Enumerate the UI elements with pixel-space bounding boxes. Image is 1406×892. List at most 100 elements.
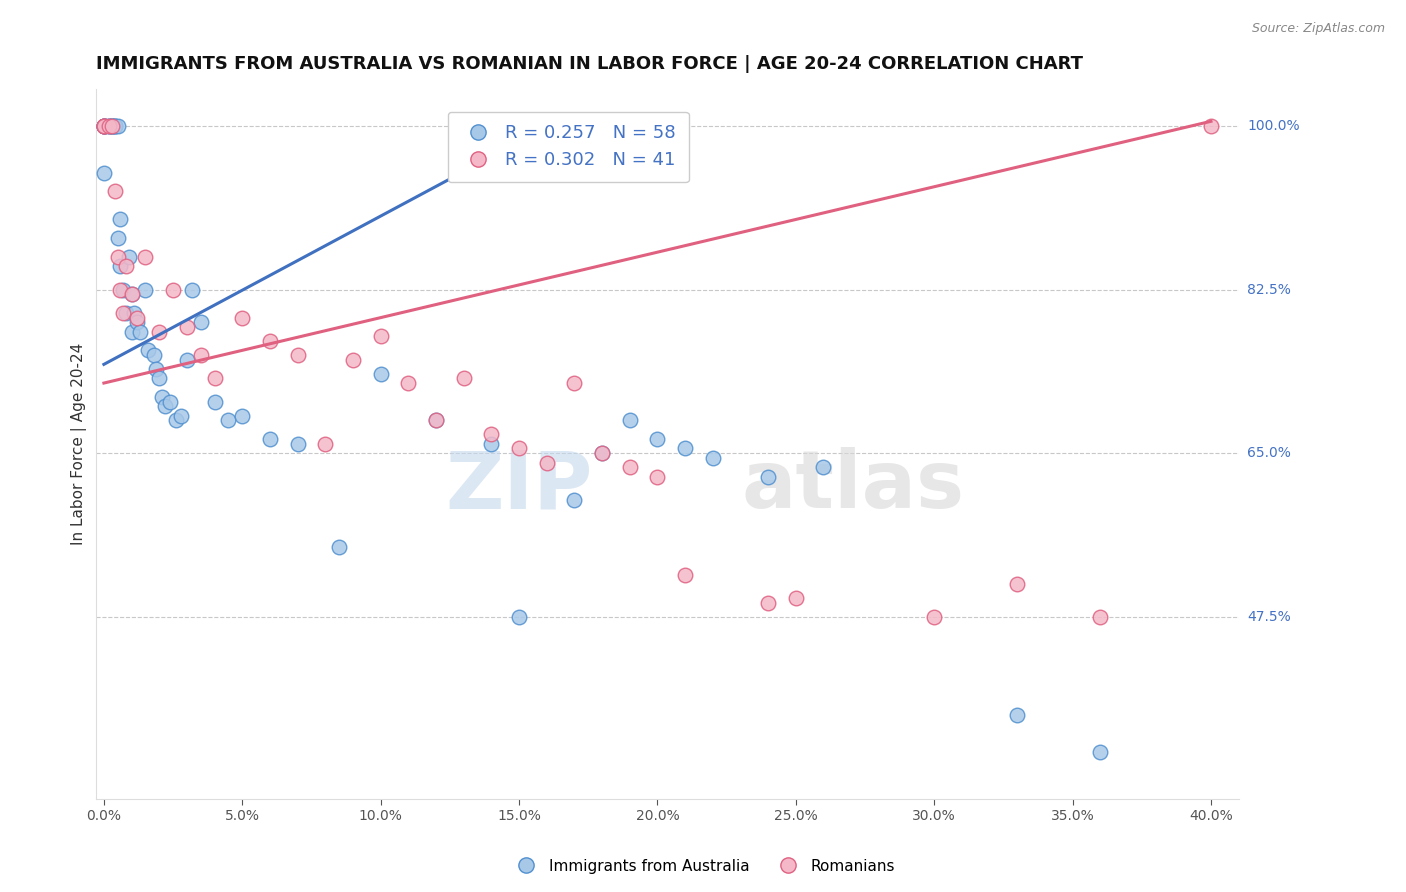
Point: [508, 609, 530, 624]
Point: [231, 409, 253, 423]
Text: 65.0%: 65.0%: [1247, 446, 1291, 460]
Point: [396, 376, 419, 390]
Point: [190, 348, 212, 362]
Point: [453, 371, 475, 385]
Point: [148, 325, 170, 339]
Point: [98, 119, 121, 133]
Point: [619, 460, 641, 475]
Point: [127, 310, 149, 325]
Point: [110, 259, 132, 273]
Point: [647, 469, 669, 483]
Point: [128, 325, 150, 339]
Point: [112, 283, 135, 297]
Point: [1005, 707, 1028, 722]
Point: [756, 469, 779, 483]
Point: [115, 306, 138, 320]
Point: [93, 119, 115, 133]
Point: [93, 119, 115, 133]
Point: [101, 119, 124, 133]
Point: [101, 119, 124, 133]
Point: [127, 315, 149, 329]
Point: [314, 437, 336, 451]
Point: [98, 119, 121, 133]
Text: atlas: atlas: [741, 448, 965, 525]
Text: 100.0%: 100.0%: [1247, 119, 1299, 133]
Point: [93, 119, 115, 133]
Point: [1090, 745, 1112, 759]
Point: [104, 185, 127, 199]
Point: [121, 325, 143, 339]
Point: [479, 427, 502, 442]
Point: [165, 413, 187, 427]
Point: [536, 456, 558, 470]
Point: [110, 283, 132, 297]
Point: [204, 394, 226, 409]
Point: [647, 432, 669, 446]
Point: [118, 250, 141, 264]
Point: [107, 250, 129, 264]
Point: [231, 310, 253, 325]
Point: [121, 287, 143, 301]
Point: [370, 329, 392, 343]
Point: [479, 437, 502, 451]
Point: [1090, 609, 1112, 624]
Legend: Immigrants from Australia, Romanians: Immigrants from Australia, Romanians: [505, 853, 901, 880]
Point: [145, 362, 167, 376]
Point: [425, 413, 447, 427]
Point: [176, 320, 198, 334]
Point: [112, 306, 135, 320]
Point: [101, 119, 124, 133]
Point: [756, 596, 779, 610]
Point: [176, 352, 198, 367]
Point: [259, 334, 281, 348]
Point: [813, 460, 835, 475]
Point: [785, 591, 807, 605]
Point: [564, 492, 586, 507]
Point: [342, 352, 364, 367]
Point: [425, 413, 447, 427]
Point: [259, 432, 281, 446]
Point: [107, 231, 129, 245]
Point: [591, 446, 613, 460]
Point: [142, 348, 165, 362]
Point: [508, 442, 530, 456]
Point: [93, 119, 115, 133]
Point: [162, 283, 184, 297]
Y-axis label: In Labor Force | Age 20-24: In Labor Force | Age 20-24: [72, 343, 87, 545]
Point: [328, 540, 350, 554]
Point: [153, 400, 176, 414]
Point: [103, 119, 125, 133]
Point: [93, 119, 115, 133]
Point: [922, 609, 945, 624]
Point: [93, 119, 115, 133]
Point: [204, 371, 226, 385]
Point: [217, 413, 239, 427]
Point: [150, 390, 173, 404]
Point: [564, 376, 586, 390]
Point: [190, 315, 212, 329]
Point: [370, 367, 392, 381]
Text: 47.5%: 47.5%: [1247, 610, 1291, 624]
Point: [673, 442, 696, 456]
Text: IMMIGRANTS FROM AUSTRALIA VS ROMANIAN IN LABOR FORCE | AGE 20-24 CORRELATION CHA: IMMIGRANTS FROM AUSTRALIA VS ROMANIAN IN…: [96, 55, 1083, 73]
Point: [702, 450, 724, 465]
Point: [93, 119, 115, 133]
Point: [619, 413, 641, 427]
Point: [591, 446, 613, 460]
Point: [181, 283, 204, 297]
Point: [98, 119, 121, 133]
Text: Source: ZipAtlas.com: Source: ZipAtlas.com: [1251, 22, 1385, 36]
Point: [136, 343, 159, 358]
Point: [115, 259, 138, 273]
Point: [100, 119, 122, 133]
Point: [124, 306, 146, 320]
Point: [673, 567, 696, 582]
Point: [1199, 119, 1222, 133]
Point: [134, 283, 156, 297]
Legend: R = 0.257   N = 58, R = 0.302   N = 41: R = 0.257 N = 58, R = 0.302 N = 41: [447, 112, 689, 182]
Point: [104, 119, 127, 133]
Point: [1005, 577, 1028, 591]
Point: [104, 119, 127, 133]
Point: [170, 409, 193, 423]
Point: [159, 394, 181, 409]
